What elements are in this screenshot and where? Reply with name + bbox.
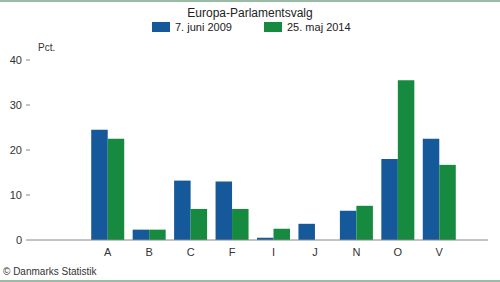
bar [423,139,440,240]
frame-top [0,1,500,2]
legend-swatch [264,22,282,32]
title: Europa-Parlamentsvalg [187,6,312,20]
bars [91,80,456,240]
y-tick-label: 20 [10,144,22,156]
legend-swatch [152,22,170,32]
bar [91,130,108,240]
bar [232,209,249,240]
y-axis-label: Pct. [38,42,55,53]
x-tick-label: N [352,246,360,258]
y-tick [26,60,30,61]
y-tick [26,195,30,196]
x-tick-label: C [187,246,195,258]
bar [133,230,150,240]
x-tick-label: F [229,246,236,258]
bar [298,224,315,240]
x-tick-label: I [272,246,275,258]
bar [274,229,291,240]
bar [108,139,125,240]
bar [439,165,456,240]
bar [216,182,233,241]
bar [381,159,398,240]
bar [398,80,415,240]
x-axis [30,240,488,241]
y-tick-label: 40 [10,54,22,66]
source: © Danmarks Statistik [3,266,98,277]
legend-label: 7. juni 2009 [175,21,232,33]
bar [340,211,357,240]
chart: Europa-Parlamentsvalg7. juni 2009 25. maj… [0,0,500,282]
y-tick-label: 0 [16,234,22,246]
bar [356,206,373,240]
y-tick-label: 10 [10,189,22,201]
x-tick-label: B [145,246,152,258]
bar [191,209,208,240]
bar [174,181,191,240]
y-tick [26,240,30,241]
x-tick-label: O [394,246,403,258]
frame-bottom [0,281,500,282]
legend-label: 25. maj 2014 [287,21,351,33]
bar [149,230,166,240]
y-tick-label: 30 [10,99,22,111]
x-tick-label: A [104,246,112,258]
y-tick [26,150,30,151]
y-tick [26,105,30,106]
x-tick-label: J [312,246,318,258]
x-tick-label: V [436,246,444,258]
